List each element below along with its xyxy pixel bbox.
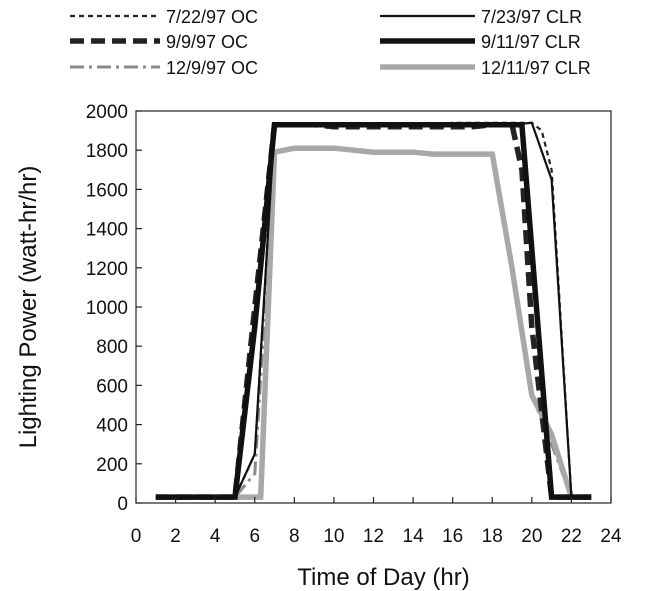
y-tick-label: 2000 (86, 102, 128, 123)
chart-legend: 7/22/97 OC 7/23/97 CLR 9/9/97 OC 9/11/97 CL… (70, 7, 591, 78)
x-tick-label: 0 (131, 526, 142, 547)
y-tick-label: 600 (96, 376, 128, 397)
y-tick-label: 1400 (86, 220, 128, 241)
series-line-4 (155, 121, 592, 500)
y-tick-label: 1600 (86, 180, 128, 201)
x-axis-title: Time of Day (hr) (297, 564, 469, 591)
plot-area (135, 110, 612, 504)
legend-label-4: 9/11/97 CLR (481, 32, 581, 52)
legend-label-6: 12/11/97 CLR (481, 58, 591, 78)
x-tick-label: 20 (521, 526, 542, 547)
legend-label-1: 7/22/97 OC (166, 7, 258, 27)
y-tick-label: 1200 (86, 259, 128, 280)
x-tick-label: 12 (363, 526, 384, 547)
y-tick-label: 1000 (86, 298, 128, 319)
x-tick-label: 16 (442, 526, 463, 547)
x-tick-label: 18 (482, 526, 503, 547)
y-tick-label: 200 (96, 455, 128, 476)
x-axis: 0 2 4 6 8 10 12 14 16 18 20 22 24 (131, 497, 622, 547)
plot-frame (135, 110, 612, 504)
x-tick-label: 22 (561, 526, 582, 547)
x-tick-label: 24 (600, 526, 622, 547)
x-tick-label: 8 (289, 526, 300, 547)
x-tick-label: 10 (323, 526, 344, 547)
y-tick-label: 800 (96, 337, 128, 358)
legend-label-2: 7/23/97 CLR (481, 7, 582, 27)
y-tick-label: 0 (117, 494, 128, 515)
x-tick-label: 6 (249, 526, 260, 547)
legend-label-5: 12/9/97 OC (166, 58, 258, 78)
x-tick-label: 14 (403, 526, 425, 547)
x-tick-label: 2 (170, 526, 181, 547)
legend-label-3: 9/9/97 OC (166, 32, 248, 52)
y-tick-label: 1800 (86, 141, 128, 162)
y-axis-title: Lighting Power (watt-hr/hr) (15, 166, 42, 449)
y-tick-label: 400 (96, 416, 128, 437)
x-tick-label: 4 (210, 526, 221, 547)
y-axis: 0 200 400 600 800 1000 1200 1400 1600 1800 2000 (86, 102, 142, 515)
